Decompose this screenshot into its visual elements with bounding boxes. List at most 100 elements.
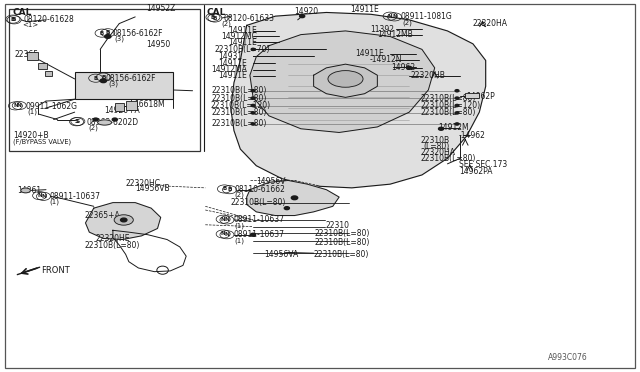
Text: B: B: [100, 31, 104, 36]
Circle shape: [251, 97, 255, 99]
Text: 08911-1081G: 08911-1081G: [400, 12, 452, 22]
Circle shape: [250, 233, 255, 236]
Text: S: S: [76, 119, 80, 124]
Circle shape: [284, 207, 289, 210]
Circle shape: [93, 118, 99, 121]
Text: 14911E: 14911E: [351, 5, 380, 14]
Text: 14911E: 14911E: [228, 38, 257, 46]
Text: 08156-6162F: 08156-6162F: [112, 29, 163, 38]
Circle shape: [455, 112, 459, 114]
Text: S: S: [75, 119, 79, 124]
Circle shape: [251, 48, 255, 51]
Text: B: B: [93, 76, 98, 81]
Text: 22310B(L=80): 22310B(L=80): [420, 108, 476, 118]
Circle shape: [251, 90, 255, 92]
Text: 14962PA: 14962PA: [459, 167, 492, 176]
Text: 22310B(L=70): 22310B(L=70): [215, 45, 270, 54]
Text: 14931: 14931: [218, 52, 242, 61]
Ellipse shape: [328, 71, 363, 87]
Text: N: N: [221, 217, 225, 222]
Text: 14920+B: 14920+B: [13, 131, 49, 140]
Text: -14912N: -14912N: [370, 55, 402, 64]
Text: 22310B(L=80): 22310B(L=80): [212, 119, 267, 128]
Text: 22310B(L=80): 22310B(L=80): [314, 250, 369, 259]
Text: 22320HA: 22320HA: [420, 148, 456, 157]
Circle shape: [455, 123, 459, 125]
Text: (2): (2): [235, 192, 244, 199]
Text: 22320HE: 22320HE: [96, 234, 130, 243]
Text: B: B: [227, 187, 232, 192]
Text: (2): (2): [222, 20, 232, 27]
Text: 22310B(L=80): 22310B(L=80): [212, 86, 267, 95]
Text: N: N: [392, 15, 397, 19]
Text: 11392: 11392: [370, 25, 394, 33]
Text: 14912MA: 14912MA: [212, 65, 248, 74]
Polygon shape: [246, 180, 339, 215]
Text: N: N: [225, 232, 229, 237]
Bar: [45, 71, 52, 76]
Polygon shape: [314, 64, 378, 97]
Text: 14912MC: 14912MC: [221, 32, 257, 41]
Text: CAL: CAL: [207, 8, 226, 17]
Circle shape: [100, 79, 106, 83]
Circle shape: [112, 118, 117, 121]
Polygon shape: [250, 31, 435, 132]
Ellipse shape: [98, 120, 111, 125]
Text: <1>: <1>: [22, 22, 38, 28]
Text: 08110-61662: 08110-61662: [235, 185, 285, 194]
Text: 14911E: 14911E: [355, 49, 384, 58]
Text: (3): (3): [115, 36, 125, 42]
Circle shape: [406, 66, 412, 69]
Polygon shape: [231, 13, 486, 188]
Circle shape: [104, 35, 111, 38]
Text: N: N: [13, 103, 18, 108]
Bar: [75, 71, 173, 99]
Text: 14950: 14950: [147, 41, 171, 49]
Text: 22310B(L=80): 22310B(L=80): [420, 94, 476, 103]
Text: 08363-6202D: 08363-6202D: [87, 118, 139, 127]
Text: 09911-1062G: 09911-1062G: [26, 102, 77, 111]
Text: 22310B(L=80): 22310B(L=80): [84, 241, 140, 250]
Text: A993C076: A993C076: [548, 353, 588, 362]
Text: (1): (1): [235, 237, 244, 244]
Text: (3): (3): [108, 81, 118, 87]
Text: B: B: [101, 74, 106, 80]
Text: 08120-61633: 08120-61633: [223, 13, 274, 22]
Text: N: N: [225, 218, 229, 222]
Text: N: N: [17, 103, 22, 108]
Circle shape: [455, 105, 459, 107]
Text: 14952Z: 14952Z: [147, 4, 176, 13]
Text: 22365+A: 22365+A: [84, 211, 120, 220]
Text: B: B: [212, 16, 217, 20]
Ellipse shape: [21, 188, 30, 193]
Text: 08911-10637: 08911-10637: [50, 192, 101, 201]
Text: 14912MB: 14912MB: [378, 30, 413, 39]
Circle shape: [251, 123, 255, 125]
Text: B: B: [12, 17, 17, 22]
Bar: [125, 101, 137, 110]
Text: 22310B(L=80): 22310B(L=80): [212, 108, 267, 118]
Text: 14920+A: 14920+A: [104, 106, 140, 115]
Circle shape: [251, 105, 255, 107]
Text: (L=80): (L=80): [423, 142, 449, 151]
Text: N: N: [388, 14, 392, 19]
Text: B: B: [211, 15, 215, 20]
Text: FRONT: FRONT: [41, 266, 70, 275]
Text: 22310: 22310: [325, 221, 349, 230]
Bar: [465, 93, 479, 98]
Text: 22320HC: 22320HC: [125, 179, 161, 187]
Text: SEE SEC.173: SEE SEC.173: [459, 160, 507, 169]
Text: N: N: [37, 193, 42, 198]
Circle shape: [291, 196, 298, 200]
Circle shape: [300, 15, 305, 17]
Text: 08156-6162F: 08156-6162F: [106, 74, 156, 83]
Bar: [9, 9, 200, 151]
Text: 22310B(L=80): 22310B(L=80): [315, 238, 371, 247]
Bar: [27, 52, 38, 60]
Text: (1): (1): [27, 109, 37, 115]
Text: 22365: 22365: [14, 51, 38, 60]
Text: 22310B: 22310B: [420, 137, 450, 145]
Text: 22310B(L=80): 22310B(L=80): [231, 198, 286, 207]
Polygon shape: [86, 203, 161, 240]
Text: 14911E: 14911E: [228, 26, 257, 35]
